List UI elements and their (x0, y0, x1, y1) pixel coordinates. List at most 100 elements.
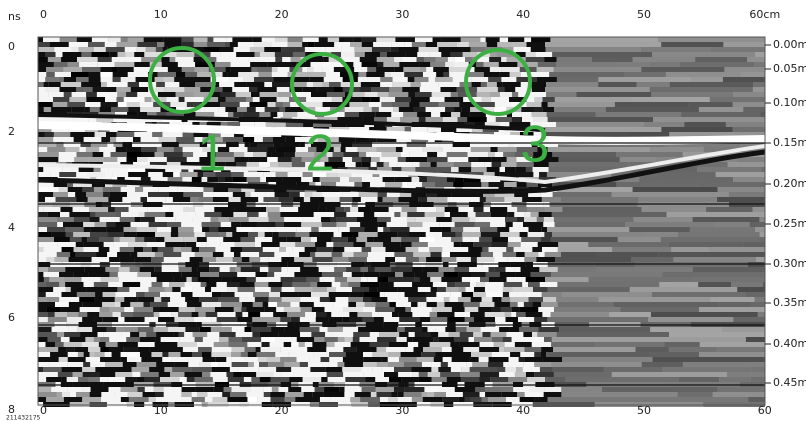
scan-cell (112, 72, 128, 77)
scan-cell (198, 197, 213, 202)
scan-cell (552, 152, 616, 157)
scan-cell (43, 82, 49, 87)
scan-cell (516, 147, 538, 152)
scan-cell (199, 297, 219, 302)
scan-cell (70, 252, 76, 257)
scan-cell (520, 132, 534, 137)
scan-cell (409, 152, 428, 157)
scan-cell (455, 282, 470, 287)
scan-cell (406, 142, 426, 147)
scan-cell (423, 347, 442, 352)
scan-cell (252, 37, 262, 42)
scan-cell (344, 207, 351, 212)
scan-cell (163, 77, 175, 82)
scan-cell (516, 77, 537, 82)
scan-cell (545, 277, 589, 282)
scan-cell (164, 87, 185, 92)
scan-cell (431, 307, 452, 312)
scan-cell (171, 312, 179, 317)
scan-cell (692, 217, 760, 222)
scan-cell (114, 392, 128, 397)
scan-cell (437, 287, 446, 292)
scan-cell (633, 217, 693, 222)
scan-cell (314, 387, 325, 392)
scan-cell (234, 252, 241, 257)
scan-cell (320, 357, 330, 362)
scan-cell (392, 312, 399, 317)
scan-cell (291, 157, 302, 162)
scan-cell (183, 237, 197, 242)
scan-cell (169, 187, 178, 192)
scan-cell (225, 97, 247, 102)
scan-cell (434, 182, 454, 187)
scan-cell (360, 267, 368, 272)
scan-cell (727, 372, 765, 377)
scan-cell (450, 52, 463, 57)
scan-cell (415, 217, 437, 222)
scan-cell (411, 127, 418, 132)
scan-cell (352, 287, 369, 292)
scan-cell (195, 387, 214, 392)
scan-cell (257, 397, 271, 402)
right-axis-label: 0.35m (773, 296, 806, 309)
scan-cell (458, 272, 472, 277)
scan-cell (181, 392, 192, 397)
scan-cell (752, 367, 765, 372)
scan-cell (67, 62, 80, 67)
scan-cell (280, 347, 299, 352)
scan-cell (78, 352, 84, 357)
scan-cell (461, 277, 470, 282)
scan-cell (296, 182, 310, 187)
scan-cell (360, 397, 380, 402)
scan-cell (330, 142, 342, 147)
scan-cell (155, 237, 165, 242)
scan-cell (349, 127, 370, 132)
scan-cell (302, 217, 322, 222)
scan-cell (44, 132, 54, 137)
scan-cell (38, 252, 57, 257)
scan-cell (86, 287, 102, 292)
scan-cell (319, 232, 334, 237)
scan-cell (156, 112, 167, 117)
scan-cell (422, 222, 440, 227)
scan-cell (198, 347, 212, 352)
scan-cell (402, 147, 422, 152)
scan-cell (329, 82, 341, 87)
scan-cell (228, 342, 248, 347)
scan-cell (266, 357, 281, 362)
scan-cell (242, 247, 263, 252)
scan-cell (368, 267, 375, 272)
scan-cell (259, 362, 269, 367)
scan-cell (75, 192, 86, 197)
scan-cell (271, 327, 285, 332)
scan-cell (73, 272, 89, 277)
scan-cell (148, 397, 157, 402)
scan-cell (386, 117, 401, 122)
scan-cell (520, 82, 530, 87)
bottom-axis-label: 20 (275, 404, 289, 417)
scan-cell (287, 267, 301, 272)
scan-cell (200, 102, 221, 107)
scan-cell (290, 317, 300, 322)
scan-cell (248, 217, 269, 222)
scan-cell (136, 362, 157, 367)
scan-cell (344, 247, 362, 252)
scan-cell (342, 317, 350, 322)
scan-cell (127, 392, 143, 397)
scan-cell (524, 392, 544, 397)
scan-cell (61, 377, 67, 382)
scan-cell (394, 252, 414, 257)
scan-cell (192, 217, 211, 222)
scan-cell (408, 232, 426, 237)
scan-cell (414, 332, 431, 337)
scan-cell (76, 197, 88, 202)
scan-cell (230, 392, 247, 397)
scan-cell (90, 387, 109, 392)
scan-cell (112, 172, 129, 177)
scan-cell (119, 217, 135, 222)
scan-cell (519, 397, 535, 402)
scan-cell (116, 137, 133, 142)
scan-cell (382, 177, 395, 182)
scan-cell (504, 197, 523, 202)
scan-cell (491, 352, 511, 357)
